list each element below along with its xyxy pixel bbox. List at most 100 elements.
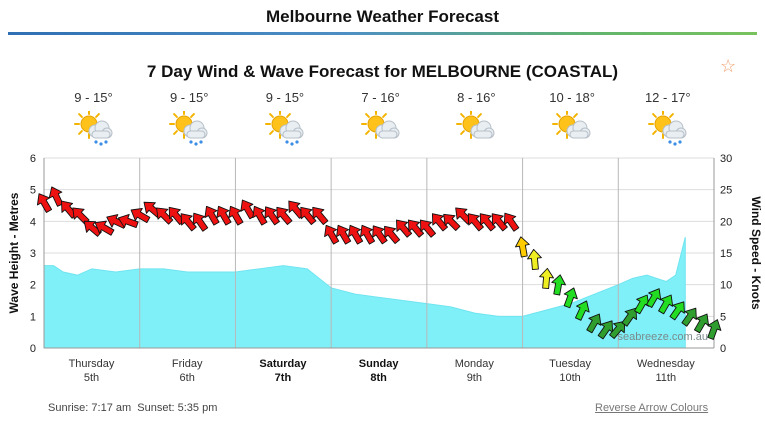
star-icon[interactable]: ☆ [720,56,737,76]
wind-arrow [669,301,685,321]
day-name: Sunday [358,358,399,370]
right-axis-label: Wind Speed - Knots [749,196,763,310]
wind-arrow [419,219,437,238]
temperature-range: 9 - 15° [265,90,305,105]
wind-arrow [408,219,425,238]
wind-arrow-shape [467,213,484,232]
wind-arrow-shape [491,213,508,232]
wind-arrow-shape [264,206,280,226]
wind-arrow-shape [372,225,388,245]
left-tick-label: 0 [30,343,36,355]
wind-arrow [372,225,388,245]
wind-arrow [360,224,376,245]
wind-arrow-shape [681,307,697,327]
wind-arrow [609,320,626,340]
wind-arrow [658,294,674,315]
wind-arrow-shape [48,186,64,207]
temperature-range: 9 - 15° [169,90,209,105]
wind-arrow [693,313,710,334]
wind-arrow-shape [204,205,220,226]
wind-arrow-shape [646,288,662,308]
wind-arrow-shape [300,206,317,226]
wind-arrow [94,220,115,236]
wind-arrow-shape [117,213,139,229]
day-name: Saturday [259,358,307,370]
day-date: 6th [179,372,195,384]
left-axis-label: Wave Height - Metres [7,192,21,313]
wind-arrow-shape [479,213,496,232]
day-date: 9th [466,372,482,384]
right-tick-label: 0 [720,343,726,355]
wind-arrow [348,224,364,245]
x-tick-label: Saturday 7th [235,357,330,385]
wind-arrow-shape [180,213,197,232]
wind-arrow [264,206,280,226]
day-forecast: 7 - 16° [333,90,428,147]
wind-arrow-shape [658,294,674,315]
wind-arrow-shape [324,224,340,245]
temperature-range: 9 - 15° [74,90,113,105]
temperature-range: 7 - 16° [361,90,400,105]
right-tick-label: 5 [720,311,726,323]
wind-arrow-shape [431,213,448,232]
cloud-sun-rain-icon [73,111,112,146]
sun-times: Sunrise: 7:17 am Sunset: 5:35 pm [48,402,218,414]
left-tick-label: 3 [30,248,36,260]
day-forecast: 9 - 15° [237,90,332,147]
wind-arrow [621,307,638,327]
wind-arrow [204,205,220,226]
day-date: 5th [83,372,100,384]
wind-arrow-shape [216,205,232,226]
wind-arrow [431,213,448,232]
x-tick-label: Sunday 8th [331,357,426,385]
wind-arrow-shape [634,294,650,315]
wind-arrow [586,313,602,334]
wind-arrow [252,205,268,226]
day-forecast: 9 - 15° [142,90,237,147]
wind-arrow-shape [312,206,329,226]
wind-arrow [443,213,461,231]
wind-arrow-shape [693,313,710,334]
wind-arrow-shape [228,205,244,226]
wind-arrow-shape [503,212,520,232]
reverse-arrow-colours-link[interactable]: Reverse Arrow Colours [595,402,709,414]
temperature-range: 8 - 16° [457,90,496,105]
x-tick-label: Tuesday 10th [523,357,618,385]
right-tick-label: 30 [720,153,732,165]
wind-arrow [48,186,64,207]
wind-arrow-shape [609,320,626,340]
wind-arrow-shape [621,307,638,327]
wind-arrow-shape [669,301,685,321]
wind-arrow-shape [336,224,352,245]
wind-arrow [563,287,578,309]
right-tick-label: 25 [720,185,732,197]
wind-arrow [180,213,197,232]
wind-arrow [192,212,209,232]
wind-arrow [396,219,413,238]
wind-arrow [276,206,293,226]
temperature-range: 10 - 18° [549,90,595,105]
day-name: Wednesday [636,358,695,370]
wind-arrow-shape [83,220,102,237]
page-title: Melbourne Weather Forecast [265,7,500,26]
wind-arrow [527,248,542,271]
wind-arrow [336,224,352,245]
day-date: 10th [559,372,581,384]
wind-arrow [574,300,590,321]
wind-arrow [707,319,722,340]
x-tick-label: Friday 6th [140,357,235,385]
wind-arrow [83,220,102,237]
wind-wave-chart: 0 1 2 3 4 5 6 0 5 10 15 20 25 30 Wave Height - Metres W… [7,153,763,355]
day-forecast: 8 - 16° [429,90,524,147]
x-tick-label: Wednesday 11th [618,357,713,385]
wind-arrow [551,274,566,296]
wind-arrow-shape [130,207,151,224]
day-date: 11th [655,372,677,384]
right-tick-label: 15 [720,248,732,260]
wind-arrow-shape [156,207,174,225]
cloud-sun-icon [456,111,495,139]
wind-arrow-shape [276,206,293,226]
wind-arrow [646,288,662,308]
wind-arrow [491,213,508,232]
wind-arrow [324,224,340,245]
